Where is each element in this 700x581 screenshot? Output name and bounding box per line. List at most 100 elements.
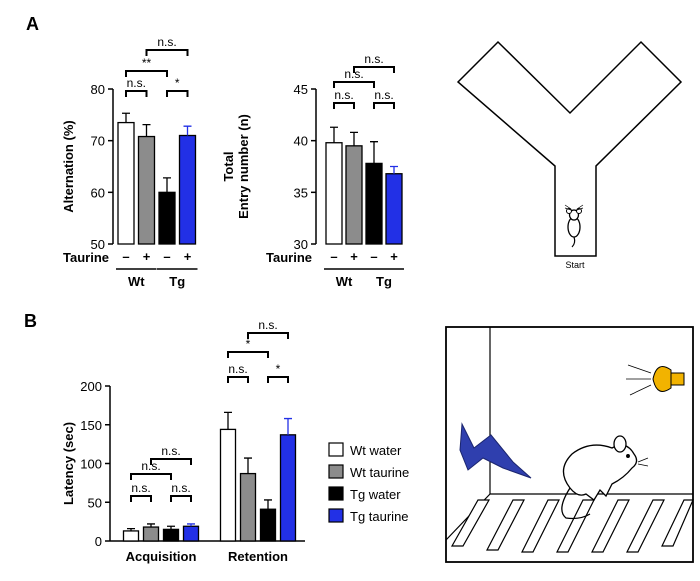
y-axis-title: Total <box>221 151 236 181</box>
bar <box>385 173 403 245</box>
bar <box>325 142 343 245</box>
significance-label: n.s. <box>127 76 146 90</box>
bar <box>142 526 160 542</box>
bar <box>345 145 363 245</box>
treatment-sign: – <box>330 249 337 264</box>
legend-label: Wt taurine <box>350 465 409 480</box>
significance-label: n.s. <box>374 88 393 102</box>
bar <box>279 434 297 542</box>
lightning-bolt-icon <box>459 422 532 479</box>
y-tick-label: 40 <box>294 134 308 149</box>
y-axis-title: Latency (sec) <box>61 422 76 505</box>
significance-bracket <box>333 102 355 109</box>
panel-label-b: B <box>24 311 37 331</box>
bar <box>182 525 200 542</box>
y-axis-title: Entry number (n) <box>236 114 251 219</box>
error-bar <box>224 411 232 430</box>
legend-label: Wt water <box>350 443 402 458</box>
treatment-sign: – <box>370 249 377 264</box>
treatment-sign: + <box>143 249 151 264</box>
treatment-row-label: Taurine <box>266 250 312 265</box>
treatment-row-label: Taurine <box>63 250 109 265</box>
bar <box>178 134 197 245</box>
bar <box>117 121 135 245</box>
error-bar <box>370 141 378 164</box>
legend-label: Tg taurine <box>350 509 409 524</box>
error-bar <box>183 125 192 136</box>
y-tick-label: 70 <box>91 134 105 149</box>
bar <box>239 472 257 542</box>
error-bar <box>122 112 130 123</box>
y-tick-label: 50 <box>91 237 105 252</box>
y-tick-label: 35 <box>294 185 308 200</box>
x-category-label: Acquisition <box>126 549 197 564</box>
y-tick-label: 50 <box>88 495 102 510</box>
significance-label: n.s. <box>344 67 363 81</box>
significance-label: n.s. <box>141 459 160 473</box>
bar <box>122 530 140 542</box>
legend: Wt water Wt taurine Tg water Tg taurine <box>328 442 409 524</box>
significance-bracket <box>227 351 269 358</box>
error-bar <box>187 523 195 527</box>
y-tick-label: 200 <box>80 379 102 394</box>
legend-label: Tg water <box>350 487 401 502</box>
bar <box>365 162 383 245</box>
significance-label: * <box>246 337 251 351</box>
y-tick-label: 80 <box>91 82 105 97</box>
significance-bracket <box>247 332 289 339</box>
legend-swatch <box>328 486 344 501</box>
panel-label-a: A <box>26 14 39 34</box>
error-bar <box>163 177 171 193</box>
error-bar <box>167 525 175 530</box>
bar <box>158 191 176 245</box>
mouse-topview-icon <box>564 204 584 248</box>
error-bar <box>127 527 135 531</box>
significance-bracket <box>150 458 192 465</box>
significance-bracket <box>125 70 168 77</box>
significance-bracket <box>130 495 152 502</box>
significance-bracket <box>227 376 249 383</box>
significance-bracket <box>373 102 395 109</box>
legend-swatch <box>328 442 344 457</box>
significance-bracket <box>170 495 192 502</box>
x-category-label: Retention <box>228 549 288 564</box>
significance-label: * <box>175 76 180 90</box>
significance-bracket <box>125 90 148 97</box>
speaker-icon <box>626 364 685 396</box>
error-bar <box>350 131 358 146</box>
treatment-sign: + <box>184 249 192 264</box>
group-label: Wt <box>336 274 353 289</box>
treatment-sign: – <box>122 249 129 264</box>
y-maze-with-mouse-icon: Start <box>456 40 683 270</box>
error-bar <box>264 499 272 510</box>
significance-label: n.s. <box>171 481 190 495</box>
bar <box>137 135 156 245</box>
y-tick-label: 0 <box>95 534 102 549</box>
treatment-sign: + <box>390 249 398 264</box>
group-label: Wt <box>128 274 145 289</box>
error-bar <box>284 417 292 435</box>
significance-label: n.s. <box>131 481 150 495</box>
bar <box>162 528 180 542</box>
maze-start-label: Start <box>565 260 585 270</box>
y-tick-label: 150 <box>80 418 102 433</box>
significance-label: n.s. <box>228 362 247 376</box>
legend-swatch <box>328 464 344 479</box>
y-tick-label: 100 <box>80 457 102 472</box>
significance-bracket <box>267 376 289 383</box>
bar <box>259 508 277 542</box>
significance-bracket <box>145 49 189 56</box>
y-tick-label: 45 <box>294 82 308 97</box>
error-bar <box>142 124 151 137</box>
error-bar <box>390 165 398 174</box>
error-bar <box>330 126 338 143</box>
significance-label: n.s. <box>364 52 383 66</box>
shock-chamber-icon <box>445 326 694 563</box>
latency-chart: 0 50 100 150 200 Latency (sec) Acquisition Rete… <box>61 318 409 564</box>
y-tick-label: 60 <box>91 185 105 200</box>
group-label: Tg <box>376 274 392 289</box>
significance-label: n.s. <box>157 35 176 49</box>
